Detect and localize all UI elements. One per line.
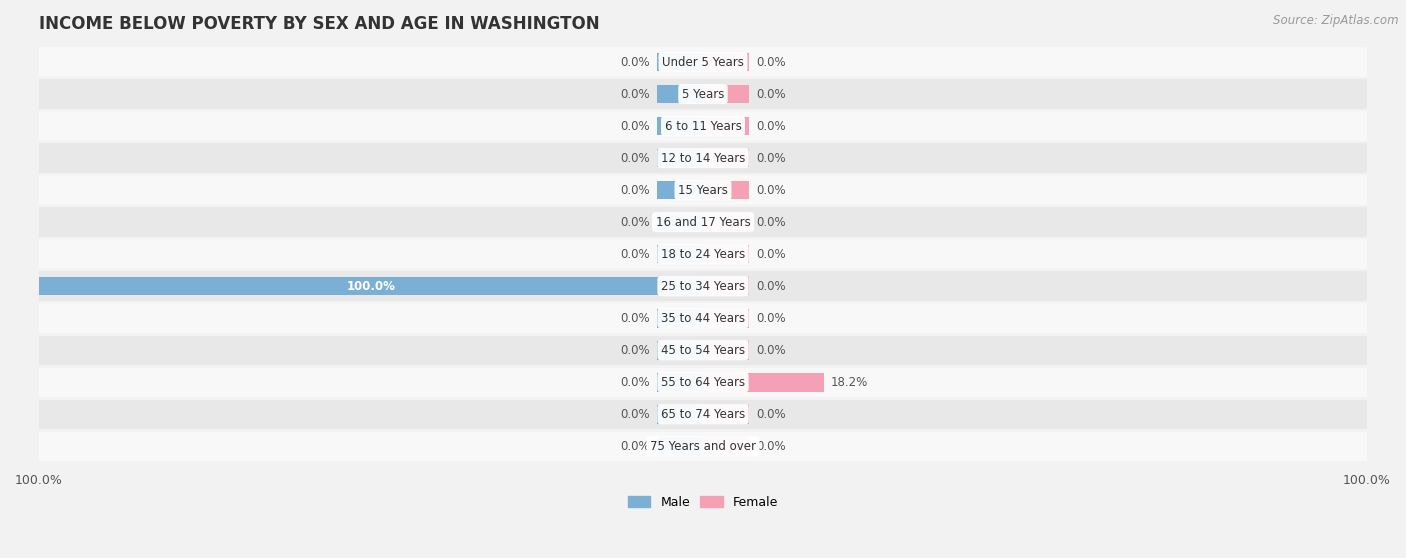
Text: 0.0%: 0.0% [756,152,786,165]
Bar [39,112,1367,141]
Bar [657,405,703,424]
Bar [703,213,749,232]
Bar [657,373,703,392]
Bar [657,437,703,455]
Text: 12 to 14 Years: 12 to 14 Years [661,152,745,165]
Bar [39,368,1367,397]
Text: 75 Years and over: 75 Years and over [650,440,756,453]
Bar [657,181,703,199]
Text: 0.0%: 0.0% [620,119,650,133]
Bar [39,143,1367,173]
Bar [39,47,1367,77]
Text: 0.0%: 0.0% [620,56,650,69]
Text: 18 to 24 Years: 18 to 24 Years [661,248,745,261]
Text: 65 to 74 Years: 65 to 74 Years [661,408,745,421]
Text: 35 to 44 Years: 35 to 44 Years [661,312,745,325]
Text: 55 to 64 Years: 55 to 64 Years [661,376,745,389]
Bar [657,213,703,232]
Bar [657,53,703,71]
Bar [39,400,1367,429]
Bar [39,175,1367,205]
Text: 0.0%: 0.0% [620,248,650,261]
Bar [39,79,1367,109]
Text: 0.0%: 0.0% [756,280,786,293]
Text: 0.0%: 0.0% [620,408,650,421]
Bar [39,335,1367,365]
Text: 0.0%: 0.0% [620,376,650,389]
Text: 0.0%: 0.0% [620,344,650,357]
Text: 0.0%: 0.0% [756,248,786,261]
Text: 45 to 54 Years: 45 to 54 Years [661,344,745,357]
Text: 0.0%: 0.0% [620,440,650,453]
Text: 18.2%: 18.2% [831,376,868,389]
Text: 0.0%: 0.0% [620,312,650,325]
Text: INCOME BELOW POVERTY BY SEX AND AGE IN WASHINGTON: INCOME BELOW POVERTY BY SEX AND AGE IN W… [39,15,599,33]
Text: 0.0%: 0.0% [756,408,786,421]
Bar [703,437,749,455]
Text: 0.0%: 0.0% [756,119,786,133]
Bar [657,341,703,359]
Text: 0.0%: 0.0% [620,216,650,229]
Bar [703,117,749,136]
Text: Source: ZipAtlas.com: Source: ZipAtlas.com [1274,14,1399,27]
Text: 0.0%: 0.0% [756,56,786,69]
Bar [39,272,1367,301]
Bar [39,239,1367,269]
Text: 25 to 34 Years: 25 to 34 Years [661,280,745,293]
Bar [703,405,749,424]
Legend: Male, Female: Male, Female [623,491,783,514]
Text: Under 5 Years: Under 5 Years [662,56,744,69]
Bar [703,309,749,328]
Text: 0.0%: 0.0% [756,440,786,453]
Bar [703,181,749,199]
Text: 5 Years: 5 Years [682,88,724,100]
Bar [703,85,749,103]
Bar [703,341,749,359]
Bar [657,309,703,328]
Text: 0.0%: 0.0% [756,184,786,196]
Bar [703,149,749,167]
Text: 6 to 11 Years: 6 to 11 Years [665,119,741,133]
Bar [657,245,703,263]
Text: 0.0%: 0.0% [756,88,786,100]
Text: 0.0%: 0.0% [756,216,786,229]
Text: 0.0%: 0.0% [756,312,786,325]
Text: 100.0%: 100.0% [346,280,395,293]
Bar [39,277,703,296]
Bar [703,53,749,71]
Text: 0.0%: 0.0% [620,152,650,165]
Text: 0.0%: 0.0% [756,344,786,357]
Text: 16 and 17 Years: 16 and 17 Years [655,216,751,229]
Text: 15 Years: 15 Years [678,184,728,196]
Bar [657,117,703,136]
Bar [39,431,1367,461]
Text: 0.0%: 0.0% [620,184,650,196]
Bar [39,208,1367,237]
Text: 0.0%: 0.0% [620,88,650,100]
Bar [657,85,703,103]
Bar [657,149,703,167]
Bar [703,277,749,296]
Bar [39,304,1367,333]
Bar [703,373,824,392]
Bar [703,245,749,263]
